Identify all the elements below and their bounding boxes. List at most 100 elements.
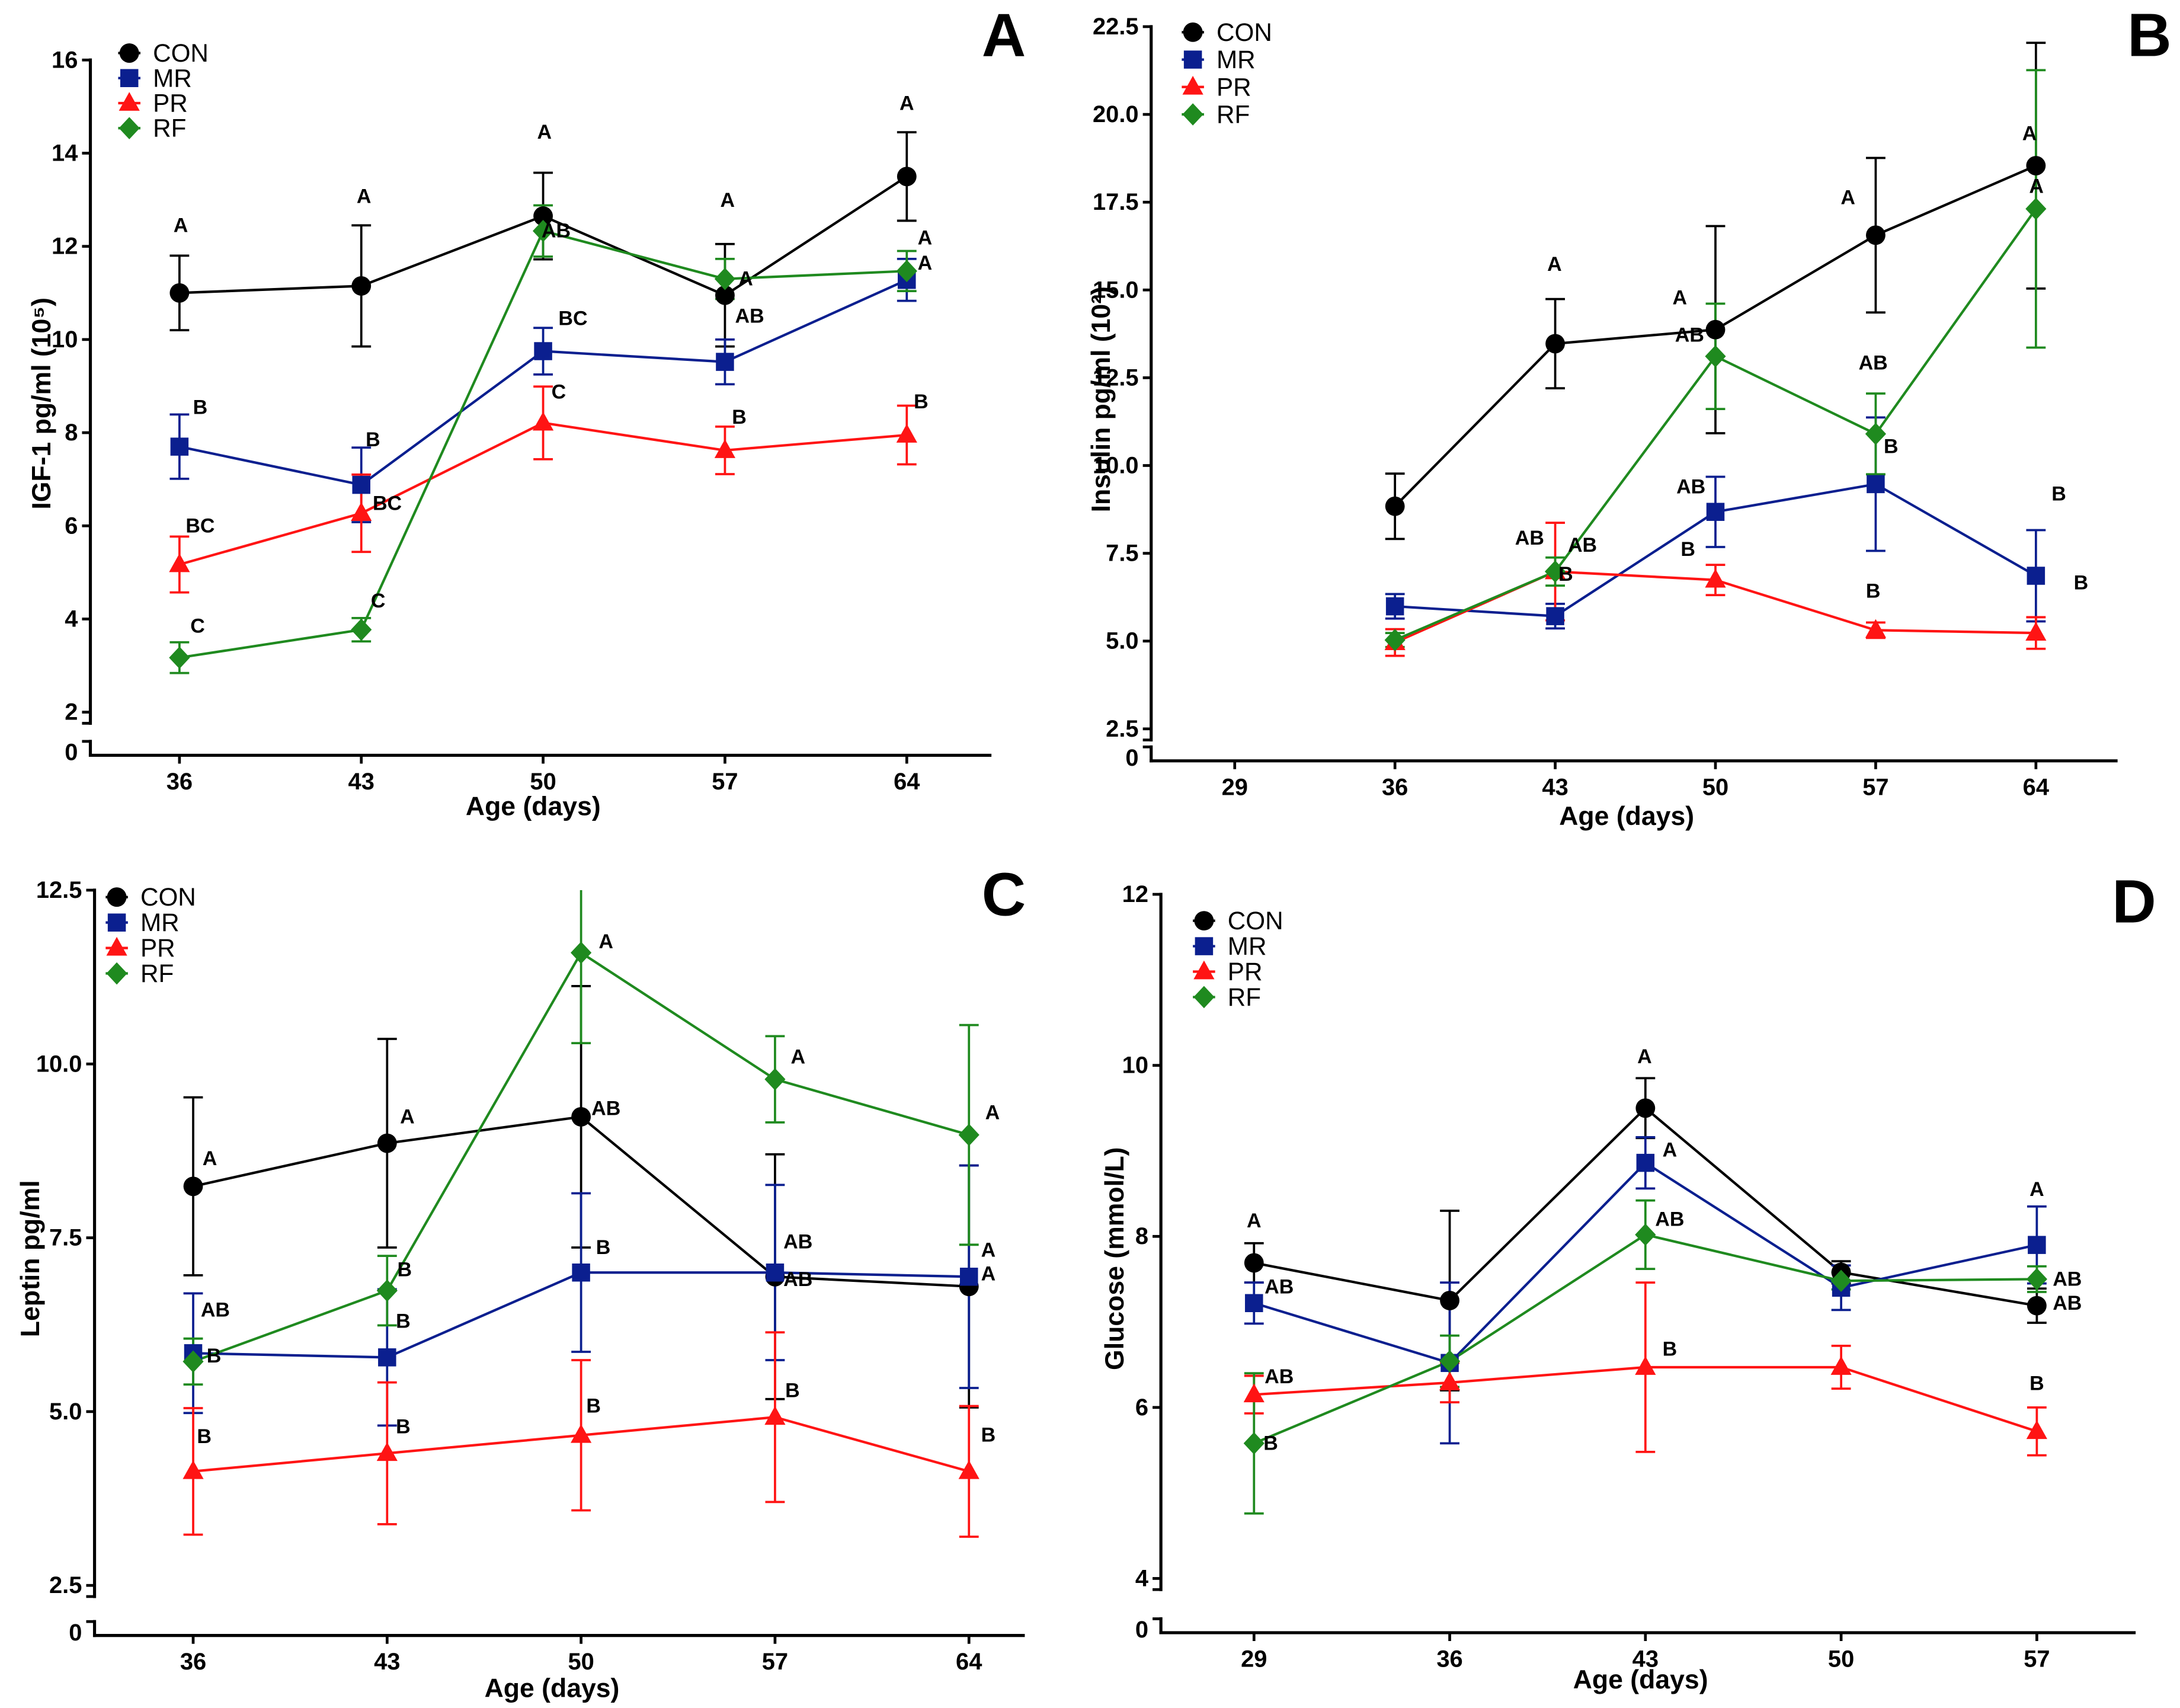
- x-tick-label: 43: [374, 1649, 400, 1675]
- significance-letter: AB: [591, 1097, 620, 1120]
- significance-letter: A: [1547, 253, 1562, 276]
- data-point-rf: [1830, 1269, 1852, 1293]
- legend-item-mr: MR: [1182, 46, 1256, 73]
- series-group: [169, 131, 917, 674]
- x-tick-label: 57: [2024, 1646, 2050, 1672]
- y-tick-label: 20.0: [1093, 101, 1139, 127]
- data-point-mr: [2027, 567, 2045, 585]
- axes: 4 6 8 10 12 0 29 36 43 50 57 Age (days) Glucose (mmo…: [1100, 881, 2136, 1694]
- data-point-pr: [376, 1442, 398, 1461]
- significance-letter: B: [1884, 436, 1899, 458]
- data-point-mr: [1636, 1153, 1655, 1172]
- x-tick-label: 36: [180, 1649, 206, 1675]
- series-group: [1243, 1077, 2047, 1515]
- y-tick-label: 5.0: [49, 1399, 82, 1425]
- data-point-mr: [534, 342, 552, 360]
- data-point-con: [1635, 1098, 1656, 1118]
- significance-letter: B: [914, 391, 929, 413]
- significance-letter: A: [899, 92, 914, 114]
- significance-letter: AB: [2053, 1292, 2082, 1314]
- legend-label: MR: [1217, 46, 1256, 73]
- legend-item-pr: PR: [118, 89, 188, 117]
- data-point-con: [377, 1133, 397, 1153]
- legend-label: PR: [1217, 73, 1251, 101]
- data-point-con: [1244, 1253, 1264, 1273]
- data-point-rf: [376, 1279, 398, 1302]
- legend-marker-mr: [1195, 937, 1214, 955]
- significance-letter: BC: [373, 492, 402, 515]
- legend-item-rf: RF: [1193, 983, 1261, 1011]
- data-point-mr: [2028, 1236, 2046, 1254]
- significance-letter: A: [790, 1046, 805, 1069]
- x-tick-label: 50: [1828, 1646, 1854, 1672]
- y-tick-label-zero: 0: [69, 1620, 82, 1646]
- significance-letter: B: [732, 406, 747, 428]
- panel-letter: D: [2112, 867, 2156, 935]
- legend-item-pr: PR: [105, 934, 175, 962]
- legend-label: PR: [1228, 958, 1263, 986]
- significance-letter: C: [371, 590, 386, 612]
- data-point-con: [571, 1107, 591, 1127]
- legend-item-rf: RF: [105, 959, 174, 987]
- y-tick-label: 4: [65, 606, 78, 632]
- series-group: [183, 890, 979, 1538]
- data-point-con: [2026, 156, 2046, 175]
- data-point-pr: [532, 411, 554, 431]
- significance-letter: B: [207, 1345, 222, 1367]
- significance-letter: AB: [1265, 1275, 1294, 1298]
- significance-letter: B: [1263, 1432, 1278, 1454]
- legend-item-mr: MR: [105, 909, 180, 936]
- data-point-pr: [958, 1460, 979, 1479]
- axes: 2.5 5.0 7.5 10.0 12.5 0 36 43 50 57 64 Age (days) Le…: [16, 877, 1025, 1703]
- x-tick-label: 64: [956, 1649, 982, 1675]
- legend-label: RF: [1228, 983, 1261, 1011]
- x-tick-label: 57: [712, 769, 738, 795]
- significance-letter: A: [1637, 1045, 1652, 1068]
- significance-letter: A: [981, 1239, 996, 1262]
- significance-letter: A: [2022, 123, 2037, 145]
- significance-letter: A: [357, 185, 372, 208]
- significance-letter: B: [785, 1380, 800, 1402]
- significance-letter: A: [985, 1101, 1000, 1124]
- significance-letter: A: [721, 189, 735, 212]
- data-point-pr: [1705, 568, 1726, 588]
- legend-item-con: CON: [1182, 18, 1272, 46]
- legend-label: PR: [153, 89, 188, 117]
- data-point-con: [169, 283, 190, 303]
- y-tick-label: 10: [1122, 1053, 1148, 1079]
- significance-letter: BC: [185, 514, 215, 537]
- y-tick-label-zero: 0: [1125, 745, 1138, 771]
- legend-label: CON: [1217, 18, 1272, 46]
- legend-marker-rf: [1193, 986, 1215, 1009]
- data-point-pr: [183, 1460, 204, 1479]
- significance-letter: B: [981, 1424, 996, 1447]
- y-tick-label: 12: [1122, 881, 1148, 907]
- significance-letter: A: [174, 214, 188, 236]
- y-axis-title: Glucose (mmol/L): [1100, 1147, 1129, 1370]
- data-point-rf: [351, 618, 372, 641]
- x-tick-label: 43: [1632, 1646, 1659, 1672]
- y-tick-label: 16: [52, 47, 78, 73]
- axes: 2.5 5.0 7.5 10.0 12.5 15.0 17.5 20.0 22.5 0 29 36 43…: [1087, 14, 2118, 831]
- significance-letter: A: [2029, 175, 2044, 198]
- x-axis-title: Age (days): [485, 1674, 620, 1703]
- data-point-con: [533, 206, 553, 226]
- significance-letter: B: [396, 1416, 411, 1438]
- significance-letter: AB: [783, 1268, 812, 1291]
- x-tick-label: 50: [1702, 774, 1728, 800]
- y-tick-label: 7.5: [49, 1225, 82, 1251]
- legend-marker-con: [107, 887, 127, 907]
- significance-letter: B: [1680, 538, 1695, 561]
- x-tick-label: 64: [2023, 774, 2049, 800]
- x-axis-title: Age (days): [1573, 1665, 1708, 1694]
- y-tick-label: 4: [1135, 1565, 1148, 1591]
- legend-marker-rf: [1182, 103, 1203, 126]
- y-tick-label: 22.5: [1093, 14, 1139, 40]
- data-point-rf: [2026, 1268, 2047, 1291]
- y-tick-label: 8: [65, 420, 78, 446]
- significance-letter: B: [1558, 563, 1573, 586]
